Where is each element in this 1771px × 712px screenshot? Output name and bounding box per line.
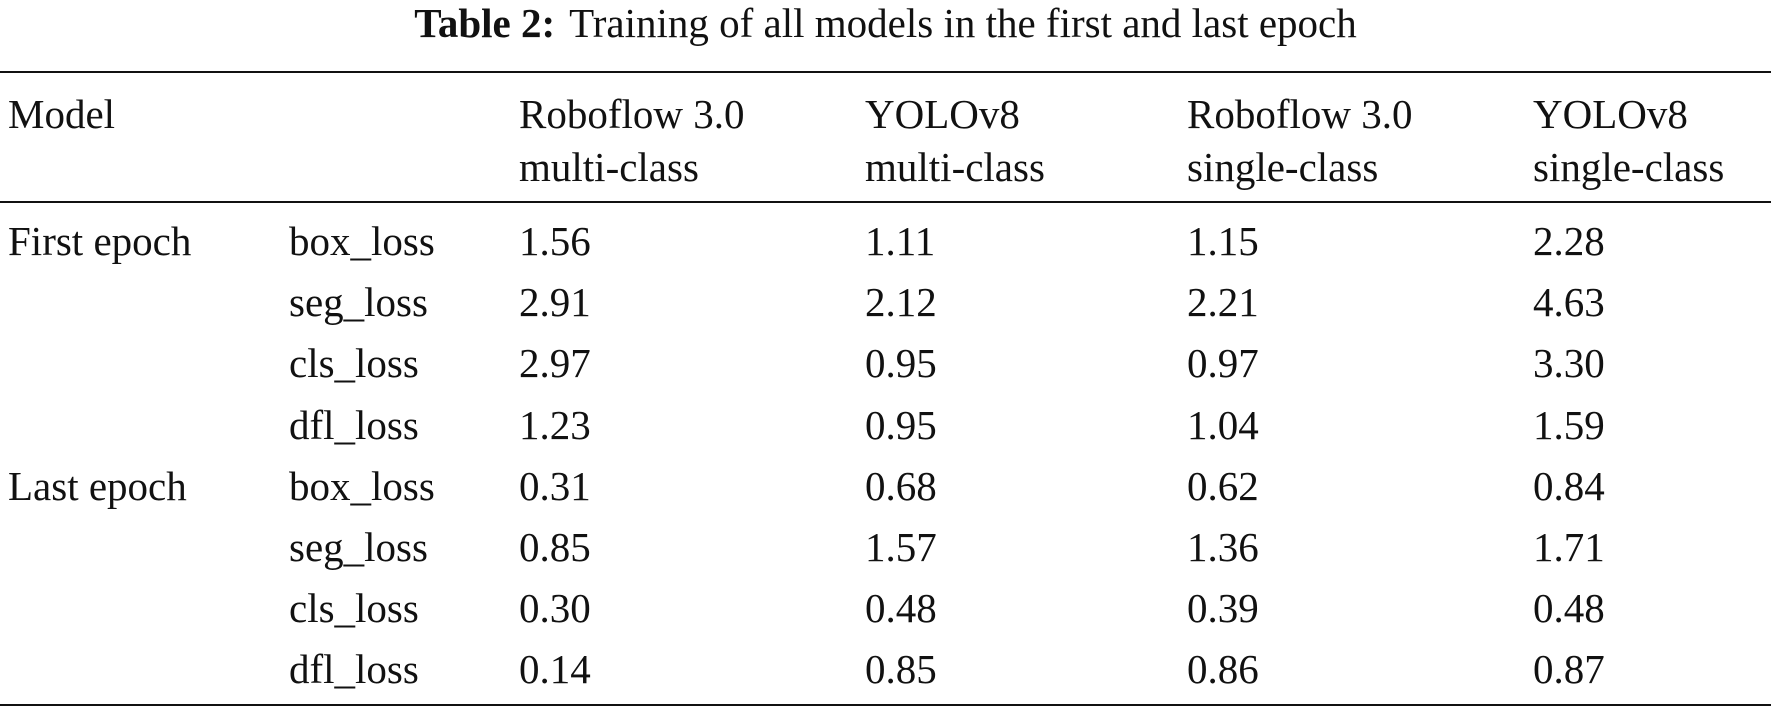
row-metric-label: seg_loss xyxy=(289,524,428,570)
header-line: single-class xyxy=(1187,144,1379,190)
table-cell: 1.59 xyxy=(1533,402,1605,448)
row-metric-label: cls_loss xyxy=(289,340,419,386)
caption-label: Table 2: xyxy=(414,0,556,46)
header-line: Roboflow 3.0 xyxy=(519,91,745,137)
header-line: single-class xyxy=(1533,144,1725,190)
header-line: multi-class xyxy=(519,144,699,190)
table-cell: 0.62 xyxy=(1187,463,1259,509)
table-cell: 0.31 xyxy=(519,463,591,509)
row-metric-label: box_loss xyxy=(289,463,435,509)
table-cell: 2.91 xyxy=(519,279,591,325)
table-cell: 0.84 xyxy=(1533,463,1605,509)
table-cell: 0.86 xyxy=(1187,646,1259,692)
table-cell: 1.04 xyxy=(1187,402,1259,448)
header-roboflow-multi: Roboflow 3.0 multi-class xyxy=(519,88,745,194)
table-cell: 0.97 xyxy=(1187,340,1259,386)
table-cell: 0.48 xyxy=(1533,585,1605,631)
table-cell: 1.36 xyxy=(1187,524,1259,570)
table-cell: 0.14 xyxy=(519,646,591,692)
header-yolov8-multi: YOLOv8 multi-class xyxy=(865,88,1045,194)
table-cell: 1.23 xyxy=(519,402,591,448)
header-rule xyxy=(0,201,1771,203)
header-line: YOLOv8 xyxy=(1533,91,1688,137)
caption-text: Training of all models in the first and … xyxy=(569,0,1357,46)
table-cell: 0.39 xyxy=(1187,585,1259,631)
row-metric-label: dfl_loss xyxy=(289,646,419,692)
header-line: Roboflow 3.0 xyxy=(1187,91,1413,137)
table-cell: 1.57 xyxy=(865,524,937,570)
header-roboflow-single: Roboflow 3.0 single-class xyxy=(1187,88,1413,194)
table-cell: 0.68 xyxy=(865,463,937,509)
row-metric-label: seg_loss xyxy=(289,279,428,325)
table-cell: 1.56 xyxy=(519,218,591,264)
row-group-label: Last epoch xyxy=(8,463,187,509)
row-metric-label: cls_loss xyxy=(289,585,419,631)
table-cell: 3.30 xyxy=(1533,340,1605,386)
table-cell: 4.63 xyxy=(1533,279,1605,325)
table-cell: 1.71 xyxy=(1533,524,1605,570)
table-cell: 0.85 xyxy=(519,524,591,570)
table-cell: 0.95 xyxy=(865,340,937,386)
header-model: Model xyxy=(8,91,116,137)
table-cell: 0.30 xyxy=(519,585,591,631)
table-cell: 0.95 xyxy=(865,402,937,448)
table-cell: 1.15 xyxy=(1187,218,1259,264)
row-group-label: First epoch xyxy=(8,218,192,264)
table-cell: 2.12 xyxy=(865,279,937,325)
top-rule xyxy=(0,71,1771,73)
table-cell: 0.85 xyxy=(865,646,937,692)
table-caption: Table 2: Training of all models in the fi… xyxy=(0,0,1771,54)
header-line: YOLOv8 xyxy=(865,91,1020,137)
bottom-rule xyxy=(0,704,1771,706)
header-line: multi-class xyxy=(865,144,1045,190)
table-cell: 2.97 xyxy=(519,340,591,386)
table-cell: 0.48 xyxy=(865,585,937,631)
table-cell: 1.11 xyxy=(865,218,936,264)
row-metric-label: box_loss xyxy=(289,218,435,264)
table-cell: 0.87 xyxy=(1533,646,1605,692)
table-cell: 2.28 xyxy=(1533,218,1605,264)
table-cell: 2.21 xyxy=(1187,279,1259,325)
header-yolov8-single: YOLOv8 single-class xyxy=(1533,88,1724,194)
row-metric-label: dfl_loss xyxy=(289,402,419,448)
